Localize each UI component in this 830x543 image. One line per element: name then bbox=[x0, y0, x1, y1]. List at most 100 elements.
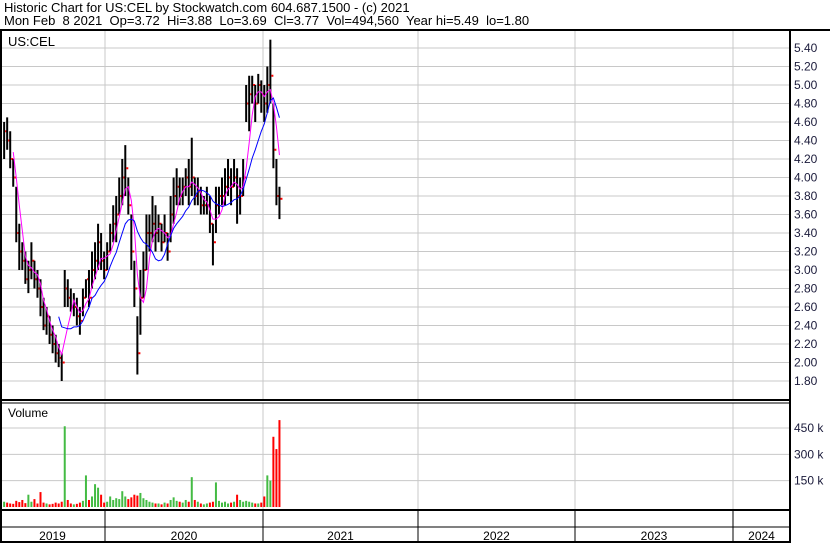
volume-bar bbox=[42, 502, 45, 507]
price-bar bbox=[48, 316, 51, 344]
close-tick bbox=[20, 250, 23, 253]
price-bar bbox=[142, 251, 145, 298]
volume-bar bbox=[84, 475, 87, 507]
price-bar bbox=[260, 80, 263, 113]
price-bar bbox=[166, 233, 169, 261]
volume-bar bbox=[157, 503, 160, 507]
volume-bar bbox=[248, 501, 251, 507]
close-tick bbox=[183, 185, 186, 188]
price-tick-label: 5.40 bbox=[794, 41, 818, 55]
short-moving-average-line bbox=[12, 88, 280, 357]
volume-bar bbox=[178, 501, 181, 507]
price-bar bbox=[163, 214, 166, 243]
volume-bar bbox=[21, 499, 24, 507]
volume-bar bbox=[175, 500, 178, 507]
price-bar bbox=[245, 85, 248, 122]
volume-bar bbox=[106, 501, 109, 507]
volume-bar bbox=[181, 502, 184, 507]
close-tick bbox=[44, 324, 47, 327]
volume-bar bbox=[127, 499, 130, 507]
close-tick bbox=[156, 232, 159, 234]
volume-bar bbox=[6, 502, 9, 507]
price-tick-label: 2.80 bbox=[794, 282, 818, 296]
volume-bar bbox=[51, 503, 54, 507]
price-tick-label: 3.80 bbox=[794, 189, 818, 203]
close-tick bbox=[99, 241, 102, 244]
volume-bar bbox=[27, 494, 30, 507]
volume-tick-label: 450 k bbox=[794, 421, 824, 435]
price-bar bbox=[242, 159, 245, 196]
price-bar bbox=[81, 288, 84, 317]
close-tick bbox=[123, 176, 126, 179]
price-bar bbox=[269, 39, 272, 104]
close-tick bbox=[174, 195, 177, 197]
close-tick bbox=[207, 204, 210, 207]
price-bar bbox=[130, 214, 133, 270]
close-tick bbox=[86, 278, 89, 281]
price-bar bbox=[145, 214, 148, 270]
close-tick bbox=[232, 185, 235, 188]
volume-bar bbox=[15, 500, 18, 507]
close-tick bbox=[271, 74, 274, 77]
price-bar bbox=[36, 270, 39, 298]
price-bar bbox=[15, 186, 18, 243]
close-tick bbox=[219, 195, 222, 197]
price-bar bbox=[87, 270, 90, 307]
volume-bar bbox=[115, 498, 118, 507]
close-tick bbox=[162, 241, 165, 244]
price-bar bbox=[193, 177, 196, 206]
volume-bar bbox=[91, 496, 94, 507]
volume-bar bbox=[275, 449, 278, 507]
volume-bar bbox=[130, 497, 133, 507]
price-bar bbox=[112, 205, 115, 243]
volume-bar bbox=[257, 503, 260, 507]
close-tick bbox=[165, 232, 168, 234]
price-bar bbox=[133, 260, 136, 307]
volume-bar bbox=[112, 499, 115, 507]
volume-bar bbox=[227, 503, 230, 507]
close-tick bbox=[147, 232, 150, 234]
volume-bar bbox=[272, 436, 275, 507]
volume-bar bbox=[160, 504, 163, 507]
volume-bar bbox=[211, 501, 214, 507]
close-tick bbox=[96, 259, 99, 262]
price-bar bbox=[127, 177, 130, 215]
price-bar bbox=[208, 196, 211, 233]
volume-bar bbox=[78, 502, 81, 507]
close-tick bbox=[126, 167, 129, 170]
volume-bar bbox=[24, 503, 27, 507]
volume-bar bbox=[139, 492, 142, 507]
volume-bar bbox=[187, 501, 190, 507]
close-tick bbox=[129, 204, 132, 207]
volume-bar bbox=[233, 501, 236, 507]
price-bar bbox=[257, 73, 260, 104]
volume-bar bbox=[3, 501, 6, 507]
price-bar bbox=[124, 145, 127, 196]
price-bar bbox=[254, 85, 257, 122]
volume-bar bbox=[251, 502, 254, 507]
price-bar bbox=[72, 293, 75, 317]
symbol-label: US:CEL bbox=[8, 34, 55, 49]
close-tick bbox=[38, 287, 41, 290]
price-bar bbox=[75, 297, 78, 326]
close-tick bbox=[141, 296, 144, 299]
volume-bar bbox=[166, 503, 169, 507]
close-tick bbox=[153, 222, 156, 225]
volume-bar bbox=[224, 501, 227, 507]
price-bar bbox=[148, 214, 151, 252]
price-bar bbox=[248, 75, 251, 132]
volume-bar bbox=[121, 491, 124, 507]
price-bar bbox=[236, 168, 239, 224]
price-bar bbox=[263, 85, 266, 122]
price-bar bbox=[66, 279, 69, 307]
price-bar bbox=[160, 223, 163, 252]
volume-bar bbox=[48, 504, 51, 507]
price-bar bbox=[42, 297, 45, 331]
close-tick bbox=[250, 93, 253, 96]
price-bar bbox=[217, 186, 220, 215]
volume-bar bbox=[214, 482, 217, 507]
volume-bar bbox=[133, 494, 136, 507]
volume-bar bbox=[184, 499, 187, 507]
price-tick-label: 2.60 bbox=[794, 300, 818, 314]
price-bar bbox=[51, 325, 54, 354]
